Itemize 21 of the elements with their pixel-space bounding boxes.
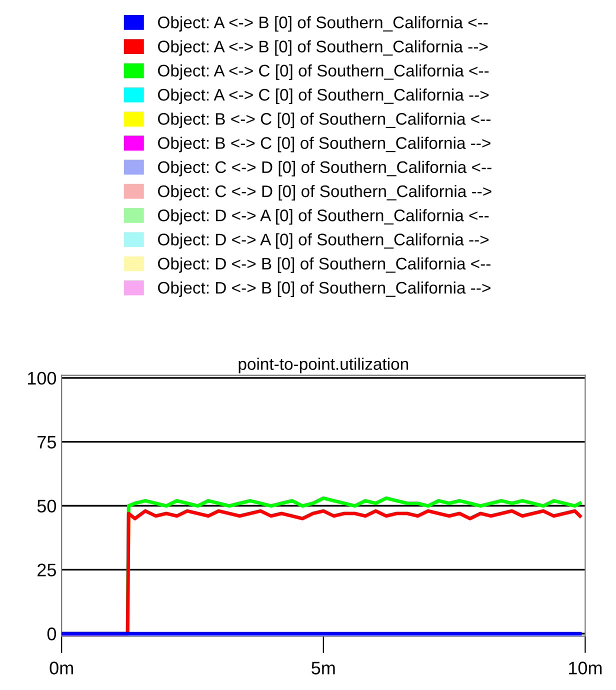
legend-label: Object: A <-> C [0] of Southern_California <-- [158, 64, 489, 80]
legend-label: Object: B <-> C [0] of Southern_California --> [158, 136, 490, 152]
legend-label: Object: A <-> B [0] of Southern_California --> [158, 40, 488, 56]
legend-label: Object: D <-> A [0] of Southern_California --> [158, 233, 489, 249]
legend-label: Object: B <-> C [0] of Southern_California <-- [158, 112, 490, 128]
legend-label: Object: D <-> B [0] of Southern_California <-- [158, 257, 490, 273]
y-tick-label: 75 [38, 436, 56, 449]
legend-label: Object: C <-> D [0] of Southern_California --> [158, 184, 492, 200]
chart-title: point-to-point.utilization [238, 358, 408, 374]
y-tick-label: 100 [28, 372, 56, 385]
legend-label: Object: A <-> B [0] of Southern_California <-- [158, 16, 488, 32]
legend-label: Object: D <-> A [0] of Southern_California <-- [158, 209, 489, 225]
legend-label: Object: D <-> B [0] of Southern_California --> [158, 281, 490, 297]
y-tick-label: 0 [47, 628, 56, 640]
legend-label: Object: C <-> D [0] of Southern_California <-- [158, 160, 492, 176]
x-tick-label: 5m [312, 662, 335, 674]
x-tick-label: 10m [569, 662, 602, 674]
y-tick-label: 50 [37, 500, 56, 512]
x-tick-label: 0m [50, 662, 73, 674]
y-tick-label: 25 [38, 564, 56, 576]
legend-label: Object: A <-> C [0] of Southern_California --> [158, 88, 489, 104]
